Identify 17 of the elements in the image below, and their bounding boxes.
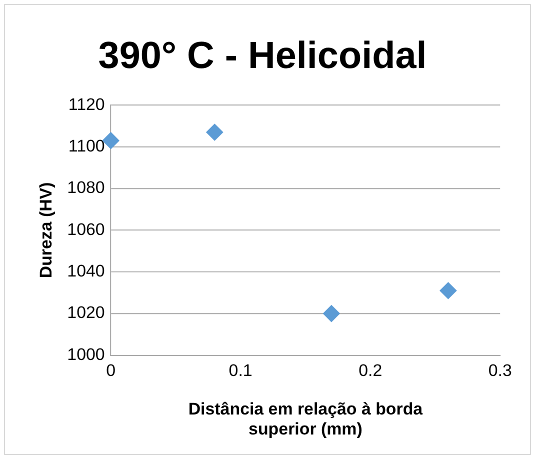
y-tick-label: 1100 (68, 136, 105, 156)
y-axis-title: Dureza (HV) (36, 182, 56, 278)
x-tick-label: 0.3 (488, 361, 512, 380)
x-axis-title: Distância em relação à borda superior (mm) (188, 399, 424, 439)
point (322, 305, 340, 322)
x-tick-label: 0.2 (358, 361, 382, 380)
y-tick-label: 1060 (67, 220, 105, 239)
y-tick-label: 1120 (68, 94, 105, 114)
y-tick-label: 1020 (67, 303, 105, 322)
x-tick-label: 0 (106, 361, 116, 380)
y-tick-label: 1040 (67, 262, 105, 281)
point (440, 282, 457, 300)
point (206, 124, 224, 141)
y-tick-label: 1080 (67, 178, 105, 198)
y-tick-label: 1000 (67, 344, 105, 364)
chart-title: 390° C - Helicoidal (98, 35, 427, 77)
x-tick-label: 0.1 (228, 361, 252, 380)
